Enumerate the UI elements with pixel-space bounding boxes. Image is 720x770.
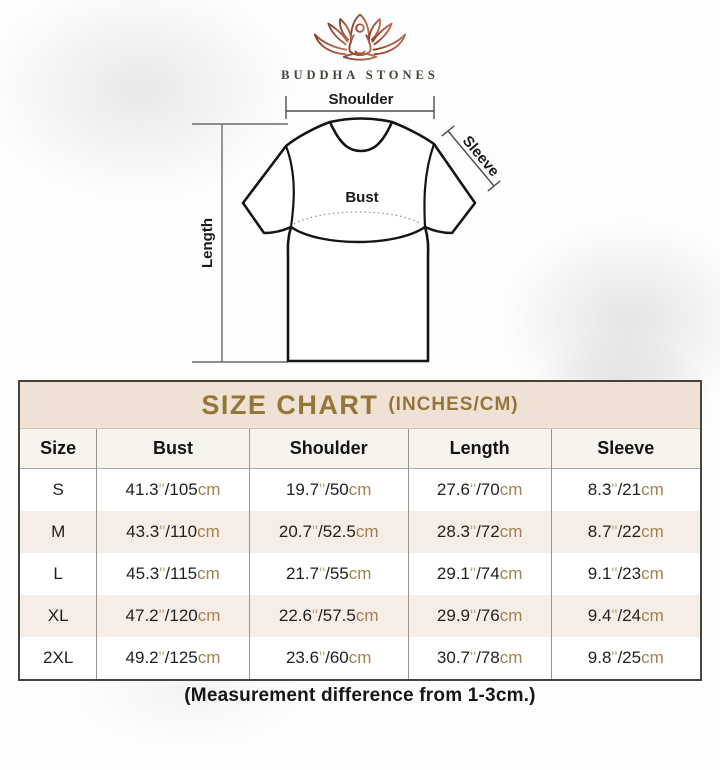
- cell-shoulder: 20.7"/52.5cm: [248, 511, 409, 553]
- right-sleeve-seam: [423, 143, 436, 228]
- cell-sleeve: 8.3"/21cm: [550, 468, 700, 511]
- measurement-note: (Measurement difference from 1-3cm.): [184, 685, 536, 706]
- cell-length: 30.7"/78cm: [407, 637, 552, 679]
- table-row-xl: XL 47.2"/120cm 22.6"/57.5cm 29.9"/76cm 9.4"/…: [20, 595, 700, 637]
- size-chart-title: SIZE CHART: [201, 389, 379, 420]
- table-row-2xl: 2XL 49.2"/125cm 23.6"/60cm 30.7"/78cm 9.8"/2…: [20, 637, 700, 679]
- bust-line-solid: [290, 226, 426, 244]
- column-header-sleeve: Sleeve: [550, 429, 700, 469]
- sleeve-label: Sleeve: [459, 133, 503, 180]
- length-measure-lines: [192, 123, 288, 363]
- cell-length: 29.9"/76cm: [407, 595, 552, 637]
- sleeve-measure-lines: [441, 125, 501, 192]
- table-row-m: M 43.3"/110cm 20.7"/52.5cm 28.3"/72cm 8.7"/2…: [20, 511, 700, 553]
- cell-size: M: [51, 522, 66, 541]
- cell-shoulder: 21.7"/55cm: [248, 553, 409, 595]
- cell-bust: 45.3"/115cm: [96, 553, 250, 595]
- size-chart: SIZE CHART (INCHES/CM) Size Bust Shoulder L…: [18, 380, 702, 681]
- left-sleeve-seam: [284, 145, 295, 228]
- cell-length: 28.3"/72cm: [407, 511, 552, 553]
- cell-sleeve: 9.1"/23cm: [550, 553, 700, 595]
- table-row-l: L 45.3"/115cm 21.7"/55cm 29.1"/74cm 9.1"/23c…: [20, 553, 700, 595]
- size-chart-units: (INCHES/CM): [388, 394, 519, 415]
- cell-sleeve: 8.7"/22cm: [550, 511, 700, 553]
- cell-bust: 41.3"/105cm: [96, 468, 250, 511]
- cell-sleeve: 9.4"/24cm: [550, 595, 700, 637]
- cell-bust: 49.2"/125cm: [96, 637, 250, 679]
- cell-shoulder: 19.7"/50cm: [248, 468, 409, 511]
- cell-size: XL: [47, 606, 69, 625]
- brand-logo: BUDDHA STONES: [0, 10, 720, 83]
- cell-sleeve: 9.8"/25cm: [550, 637, 700, 679]
- bust-label: Bust: [345, 189, 378, 206]
- size-table-body: S 41.3"/105cm 19.7"/50cm 27.6"/70cm 8.3"/21c…: [20, 468, 700, 679]
- lotus-meditation-icon: [313, 13, 407, 61]
- cell-shoulder: 22.6"/57.5cm: [248, 595, 409, 637]
- column-header-size: Size: [40, 438, 77, 458]
- neckline: [328, 121, 394, 153]
- column-header-shoulder: Shoulder: [248, 429, 409, 469]
- cell-length: 29.1"/74cm: [407, 553, 552, 595]
- size-table: Size Bust Shoulder Length Sleeve S 41.3"/105c…: [20, 429, 700, 679]
- cell-size: S: [52, 480, 64, 499]
- shoulder-measure-lines: [285, 96, 435, 119]
- shoulder-label: Shoulder: [328, 91, 393, 108]
- tshirt-measurement-diagram: Shoulder Length Sleeve Bust: [192, 91, 503, 363]
- size-chart-title-band: SIZE CHART (INCHES/CM): [20, 382, 700, 429]
- column-header-length: Length: [407, 429, 552, 469]
- table-row-s: S 41.3"/105cm 19.7"/50cm 27.6"/70cm 8.3"/21c…: [20, 468, 700, 511]
- size-table-header-row: Size Bust Shoulder Length Sleeve: [20, 429, 700, 469]
- tshirt-outline: [241, 117, 477, 363]
- cell-size: 2XL: [43, 648, 74, 667]
- cell-size: L: [53, 564, 63, 583]
- brand-name: BUDDHA STONES: [281, 68, 439, 82]
- cell-bust: 43.3"/110cm: [96, 511, 250, 553]
- column-header-bust: Bust: [96, 429, 250, 469]
- cell-bust: 47.2"/120cm: [96, 595, 250, 637]
- length-label: Length: [199, 218, 216, 268]
- cell-length: 27.6"/70cm: [407, 468, 552, 511]
- cell-shoulder: 23.6"/60cm: [248, 637, 409, 679]
